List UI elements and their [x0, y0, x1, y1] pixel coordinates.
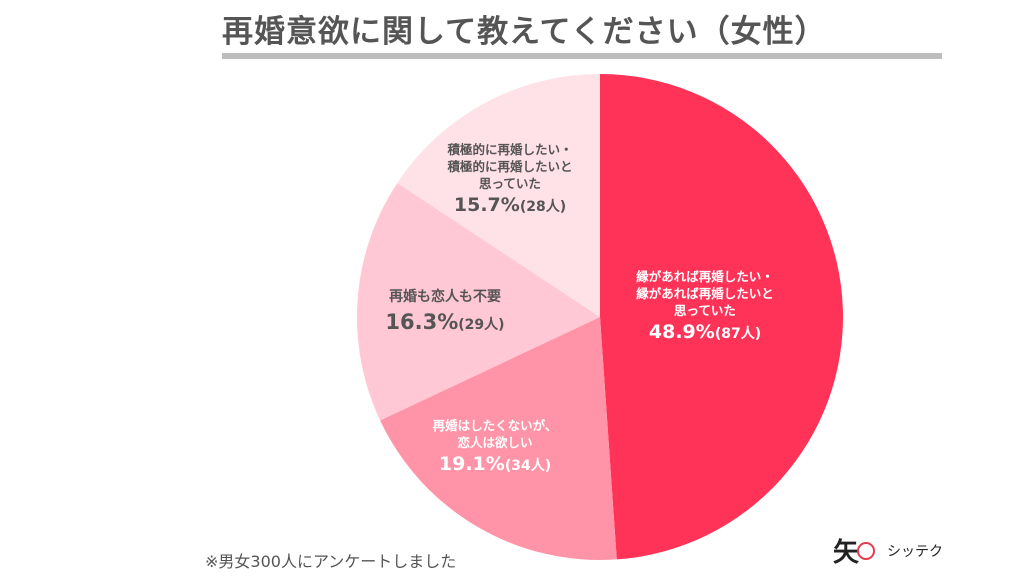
pie-slice-3 — [397, 74, 600, 317]
survey-note: ※男女300人にアンケートしました — [205, 552, 457, 571]
slice-label-line: 積極的に再婚したいと — [447, 159, 573, 174]
logo-face-icon — [857, 541, 876, 560]
slice-label-1: 再婚はしたくないが、 恋人は欲しい 19.1%(34人) — [415, 417, 575, 479]
title-underline — [222, 53, 942, 59]
slice-value: 48.9% — [648, 321, 715, 343]
slice-label-line: 積極的に再婚したい・ — [447, 142, 573, 157]
slice-label-line: 縁があれば再婚したい・ — [636, 269, 774, 284]
slice-label-line: 恋人は欲しい — [457, 435, 533, 450]
slice-value: 19.1% — [438, 453, 505, 475]
slice-count: (28人) — [519, 199, 567, 215]
pie-slice-2 — [357, 182, 600, 421]
slice-label-3: 積極的に再婚したい・ 積極的に再婚したいと 思っていた 15.7%(28人) — [430, 141, 590, 220]
slice-count: (34人) — [504, 458, 552, 474]
chart-title: 再婚意欲に関して教えてください（女性） — [222, 14, 827, 50]
slice-label-line: 思っていた — [479, 176, 541, 191]
slice-label-2: 再婚も恋人も不要 16.3%(29人) — [365, 287, 525, 340]
slice-label-0: 縁があれば再婚したい・ 縁があれば再婚したいと 思っていた 48.9%(87人) — [615, 268, 795, 347]
slice-value: 16.3% — [385, 310, 459, 334]
pie-slice-1 — [380, 317, 617, 560]
slice-label-line: 再婚も恋人も不要 — [389, 289, 501, 305]
slice-count: (87人) — [714, 326, 762, 342]
slice-label-line: 縁があれば再婚したいと — [636, 286, 774, 301]
slice-label-line: 再婚はしたくないが、 — [432, 418, 558, 433]
slice-count: (29人) — [458, 317, 505, 333]
slice-label-line: 思っていた — [674, 303, 736, 318]
logo-name: シッテク — [887, 543, 944, 560]
slice-value: 15.7% — [453, 194, 520, 216]
pie-slice-0 — [600, 74, 843, 560]
logo: 矢 シッテク — [833, 532, 943, 569]
logo-mark: 矢 — [833, 538, 860, 568]
